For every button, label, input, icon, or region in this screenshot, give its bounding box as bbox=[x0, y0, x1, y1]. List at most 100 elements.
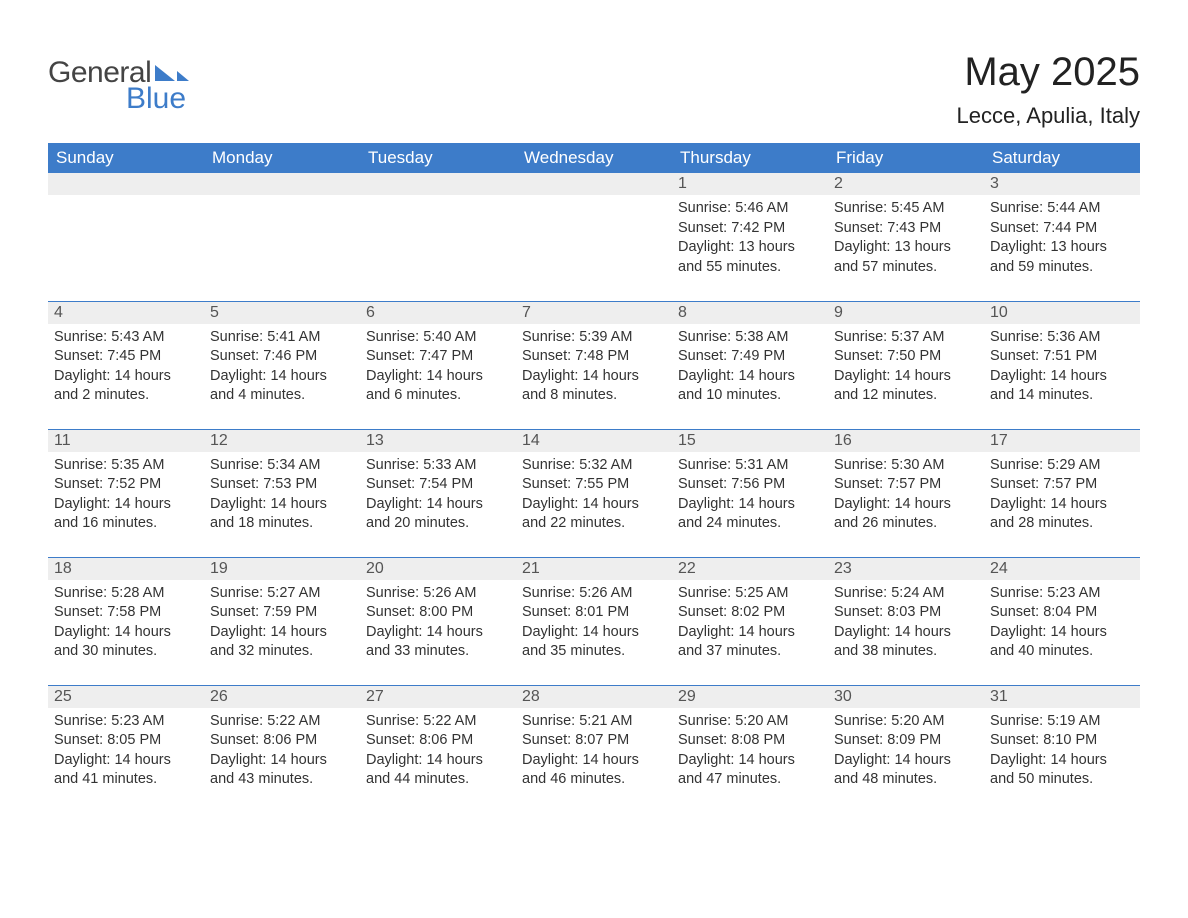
daylight-text: Daylight: 14 hours and 37 minutes. bbox=[678, 623, 822, 662]
calendar-cell bbox=[48, 173, 204, 301]
calendar-week-row: 18Sunrise: 5:28 AMSunset: 7:58 PMDayligh… bbox=[48, 557, 1140, 685]
sunset-text: Sunset: 7:58 PM bbox=[54, 603, 198, 623]
calendar-cell: 7Sunrise: 5:39 AMSunset: 7:48 PMDaylight… bbox=[516, 301, 672, 429]
day-details: Sunrise: 5:20 AMSunset: 8:09 PMDaylight:… bbox=[828, 708, 984, 792]
calendar-cell: 15Sunrise: 5:31 AMSunset: 7:56 PMDayligh… bbox=[672, 429, 828, 557]
calendar-cell: 31Sunrise: 5:19 AMSunset: 8:10 PMDayligh… bbox=[984, 685, 1140, 813]
day-details: Sunrise: 5:40 AMSunset: 7:47 PMDaylight:… bbox=[360, 324, 516, 408]
day-number: 10 bbox=[984, 302, 1140, 324]
sunrise-text: Sunrise: 5:20 AM bbox=[678, 712, 822, 732]
day-details: Sunrise: 5:29 AMSunset: 7:57 PMDaylight:… bbox=[984, 452, 1140, 536]
sunrise-text: Sunrise: 5:22 AM bbox=[366, 712, 510, 732]
day-details: Sunrise: 5:33 AMSunset: 7:54 PMDaylight:… bbox=[360, 452, 516, 536]
sunrise-text: Sunrise: 5:41 AM bbox=[210, 328, 354, 348]
day-details: Sunrise: 5:37 AMSunset: 7:50 PMDaylight:… bbox=[828, 324, 984, 408]
daylight-text: Daylight: 14 hours and 10 minutes. bbox=[678, 367, 822, 406]
day-number: 27 bbox=[360, 686, 516, 708]
day-details: Sunrise: 5:36 AMSunset: 7:51 PMDaylight:… bbox=[984, 324, 1140, 408]
calendar-cell: 16Sunrise: 5:30 AMSunset: 7:57 PMDayligh… bbox=[828, 429, 984, 557]
calendar-cell: 26Sunrise: 5:22 AMSunset: 8:06 PMDayligh… bbox=[204, 685, 360, 813]
day-number: 15 bbox=[672, 430, 828, 452]
day-details: Sunrise: 5:38 AMSunset: 7:49 PMDaylight:… bbox=[672, 324, 828, 408]
daylight-text: Daylight: 14 hours and 24 minutes. bbox=[678, 495, 822, 534]
day-number: 30 bbox=[828, 686, 984, 708]
daylight-text: Daylight: 14 hours and 44 minutes. bbox=[366, 751, 510, 790]
calendar-cell: 29Sunrise: 5:20 AMSunset: 8:08 PMDayligh… bbox=[672, 685, 828, 813]
day-header: Tuesday bbox=[360, 143, 516, 173]
day-header: Sunday bbox=[48, 143, 204, 173]
calendar-cell: 13Sunrise: 5:33 AMSunset: 7:54 PMDayligh… bbox=[360, 429, 516, 557]
brand-logo: General Blue bbox=[48, 30, 189, 116]
sunrise-text: Sunrise: 5:30 AM bbox=[834, 456, 978, 476]
day-number: 6 bbox=[360, 302, 516, 324]
title-block: May 2025 Lecce, Apulia, Italy bbox=[957, 30, 1140, 135]
sunrise-text: Sunrise: 5:26 AM bbox=[522, 584, 666, 604]
day-details: Sunrise: 5:23 AMSunset: 8:05 PMDaylight:… bbox=[48, 708, 204, 792]
sunrise-text: Sunrise: 5:35 AM bbox=[54, 456, 198, 476]
sunrise-text: Sunrise: 5:44 AM bbox=[990, 199, 1134, 219]
calendar-cell: 30Sunrise: 5:20 AMSunset: 8:09 PMDayligh… bbox=[828, 685, 984, 813]
sunset-text: Sunset: 7:54 PM bbox=[366, 475, 510, 495]
day-details: Sunrise: 5:20 AMSunset: 8:08 PMDaylight:… bbox=[672, 708, 828, 792]
sunrise-text: Sunrise: 5:23 AM bbox=[54, 712, 198, 732]
day-number: 12 bbox=[204, 430, 360, 452]
daylight-text: Daylight: 14 hours and 50 minutes. bbox=[990, 751, 1134, 790]
day-number: 26 bbox=[204, 686, 360, 708]
day-header: Monday bbox=[204, 143, 360, 173]
location-label: Lecce, Apulia, Italy bbox=[957, 103, 1140, 129]
sunrise-text: Sunrise: 5:23 AM bbox=[990, 584, 1134, 604]
sunset-text: Sunset: 8:00 PM bbox=[366, 603, 510, 623]
daylight-text: Daylight: 13 hours and 57 minutes. bbox=[834, 238, 978, 277]
day-number: 25 bbox=[48, 686, 204, 708]
day-number: 14 bbox=[516, 430, 672, 452]
sunset-text: Sunset: 7:43 PM bbox=[834, 219, 978, 239]
calendar-header-row: Sunday Monday Tuesday Wednesday Thursday… bbox=[48, 143, 1140, 173]
day-details: Sunrise: 5:31 AMSunset: 7:56 PMDaylight:… bbox=[672, 452, 828, 536]
daylight-text: Daylight: 14 hours and 32 minutes. bbox=[210, 623, 354, 662]
sunset-text: Sunset: 7:52 PM bbox=[54, 475, 198, 495]
sunrise-text: Sunrise: 5:19 AM bbox=[990, 712, 1134, 732]
sunset-text: Sunset: 8:07 PM bbox=[522, 731, 666, 751]
sunset-text: Sunset: 8:06 PM bbox=[366, 731, 510, 751]
day-number: 23 bbox=[828, 558, 984, 580]
calendar-cell: 3Sunrise: 5:44 AMSunset: 7:44 PMDaylight… bbox=[984, 173, 1140, 301]
sunset-text: Sunset: 7:55 PM bbox=[522, 475, 666, 495]
day-number: 3 bbox=[984, 173, 1140, 195]
calendar-cell: 10Sunrise: 5:36 AMSunset: 7:51 PMDayligh… bbox=[984, 301, 1140, 429]
sunrise-text: Sunrise: 5:29 AM bbox=[990, 456, 1134, 476]
calendar-week-row: 4Sunrise: 5:43 AMSunset: 7:45 PMDaylight… bbox=[48, 301, 1140, 429]
day-header: Thursday bbox=[672, 143, 828, 173]
calendar-cell: 18Sunrise: 5:28 AMSunset: 7:58 PMDayligh… bbox=[48, 557, 204, 685]
sunrise-text: Sunrise: 5:34 AM bbox=[210, 456, 354, 476]
calendar-cell: 25Sunrise: 5:23 AMSunset: 8:05 PMDayligh… bbox=[48, 685, 204, 813]
day-details: Sunrise: 5:26 AMSunset: 8:00 PMDaylight:… bbox=[360, 580, 516, 664]
day-details: Sunrise: 5:22 AMSunset: 8:06 PMDaylight:… bbox=[204, 708, 360, 792]
sunset-text: Sunset: 7:45 PM bbox=[54, 347, 198, 367]
calendar-table: Sunday Monday Tuesday Wednesday Thursday… bbox=[48, 143, 1140, 813]
day-details: Sunrise: 5:46 AMSunset: 7:42 PMDaylight:… bbox=[672, 195, 828, 279]
day-number: 13 bbox=[360, 430, 516, 452]
day-details: Sunrise: 5:23 AMSunset: 8:04 PMDaylight:… bbox=[984, 580, 1140, 664]
day-number: 8 bbox=[672, 302, 828, 324]
sunset-text: Sunset: 7:42 PM bbox=[678, 219, 822, 239]
sunrise-text: Sunrise: 5:21 AM bbox=[522, 712, 666, 732]
daylight-text: Daylight: 14 hours and 16 minutes. bbox=[54, 495, 198, 534]
calendar-cell: 21Sunrise: 5:26 AMSunset: 8:01 PMDayligh… bbox=[516, 557, 672, 685]
day-details: Sunrise: 5:43 AMSunset: 7:45 PMDaylight:… bbox=[48, 324, 204, 408]
day-details: Sunrise: 5:34 AMSunset: 7:53 PMDaylight:… bbox=[204, 452, 360, 536]
sunset-text: Sunset: 8:01 PM bbox=[522, 603, 666, 623]
day-number: 28 bbox=[516, 686, 672, 708]
sunset-text: Sunset: 7:57 PM bbox=[990, 475, 1134, 495]
daylight-text: Daylight: 13 hours and 55 minutes. bbox=[678, 238, 822, 277]
day-details: Sunrise: 5:32 AMSunset: 7:55 PMDaylight:… bbox=[516, 452, 672, 536]
calendar-cell bbox=[516, 173, 672, 301]
calendar-cell: 1Sunrise: 5:46 AMSunset: 7:42 PMDaylight… bbox=[672, 173, 828, 301]
daylight-text: Daylight: 14 hours and 20 minutes. bbox=[366, 495, 510, 534]
sunset-text: Sunset: 7:44 PM bbox=[990, 219, 1134, 239]
day-number: 22 bbox=[672, 558, 828, 580]
daylight-text: Daylight: 14 hours and 33 minutes. bbox=[366, 623, 510, 662]
sunrise-text: Sunrise: 5:20 AM bbox=[834, 712, 978, 732]
daylight-text: Daylight: 14 hours and 2 minutes. bbox=[54, 367, 198, 406]
calendar-cell bbox=[204, 173, 360, 301]
day-header: Wednesday bbox=[516, 143, 672, 173]
